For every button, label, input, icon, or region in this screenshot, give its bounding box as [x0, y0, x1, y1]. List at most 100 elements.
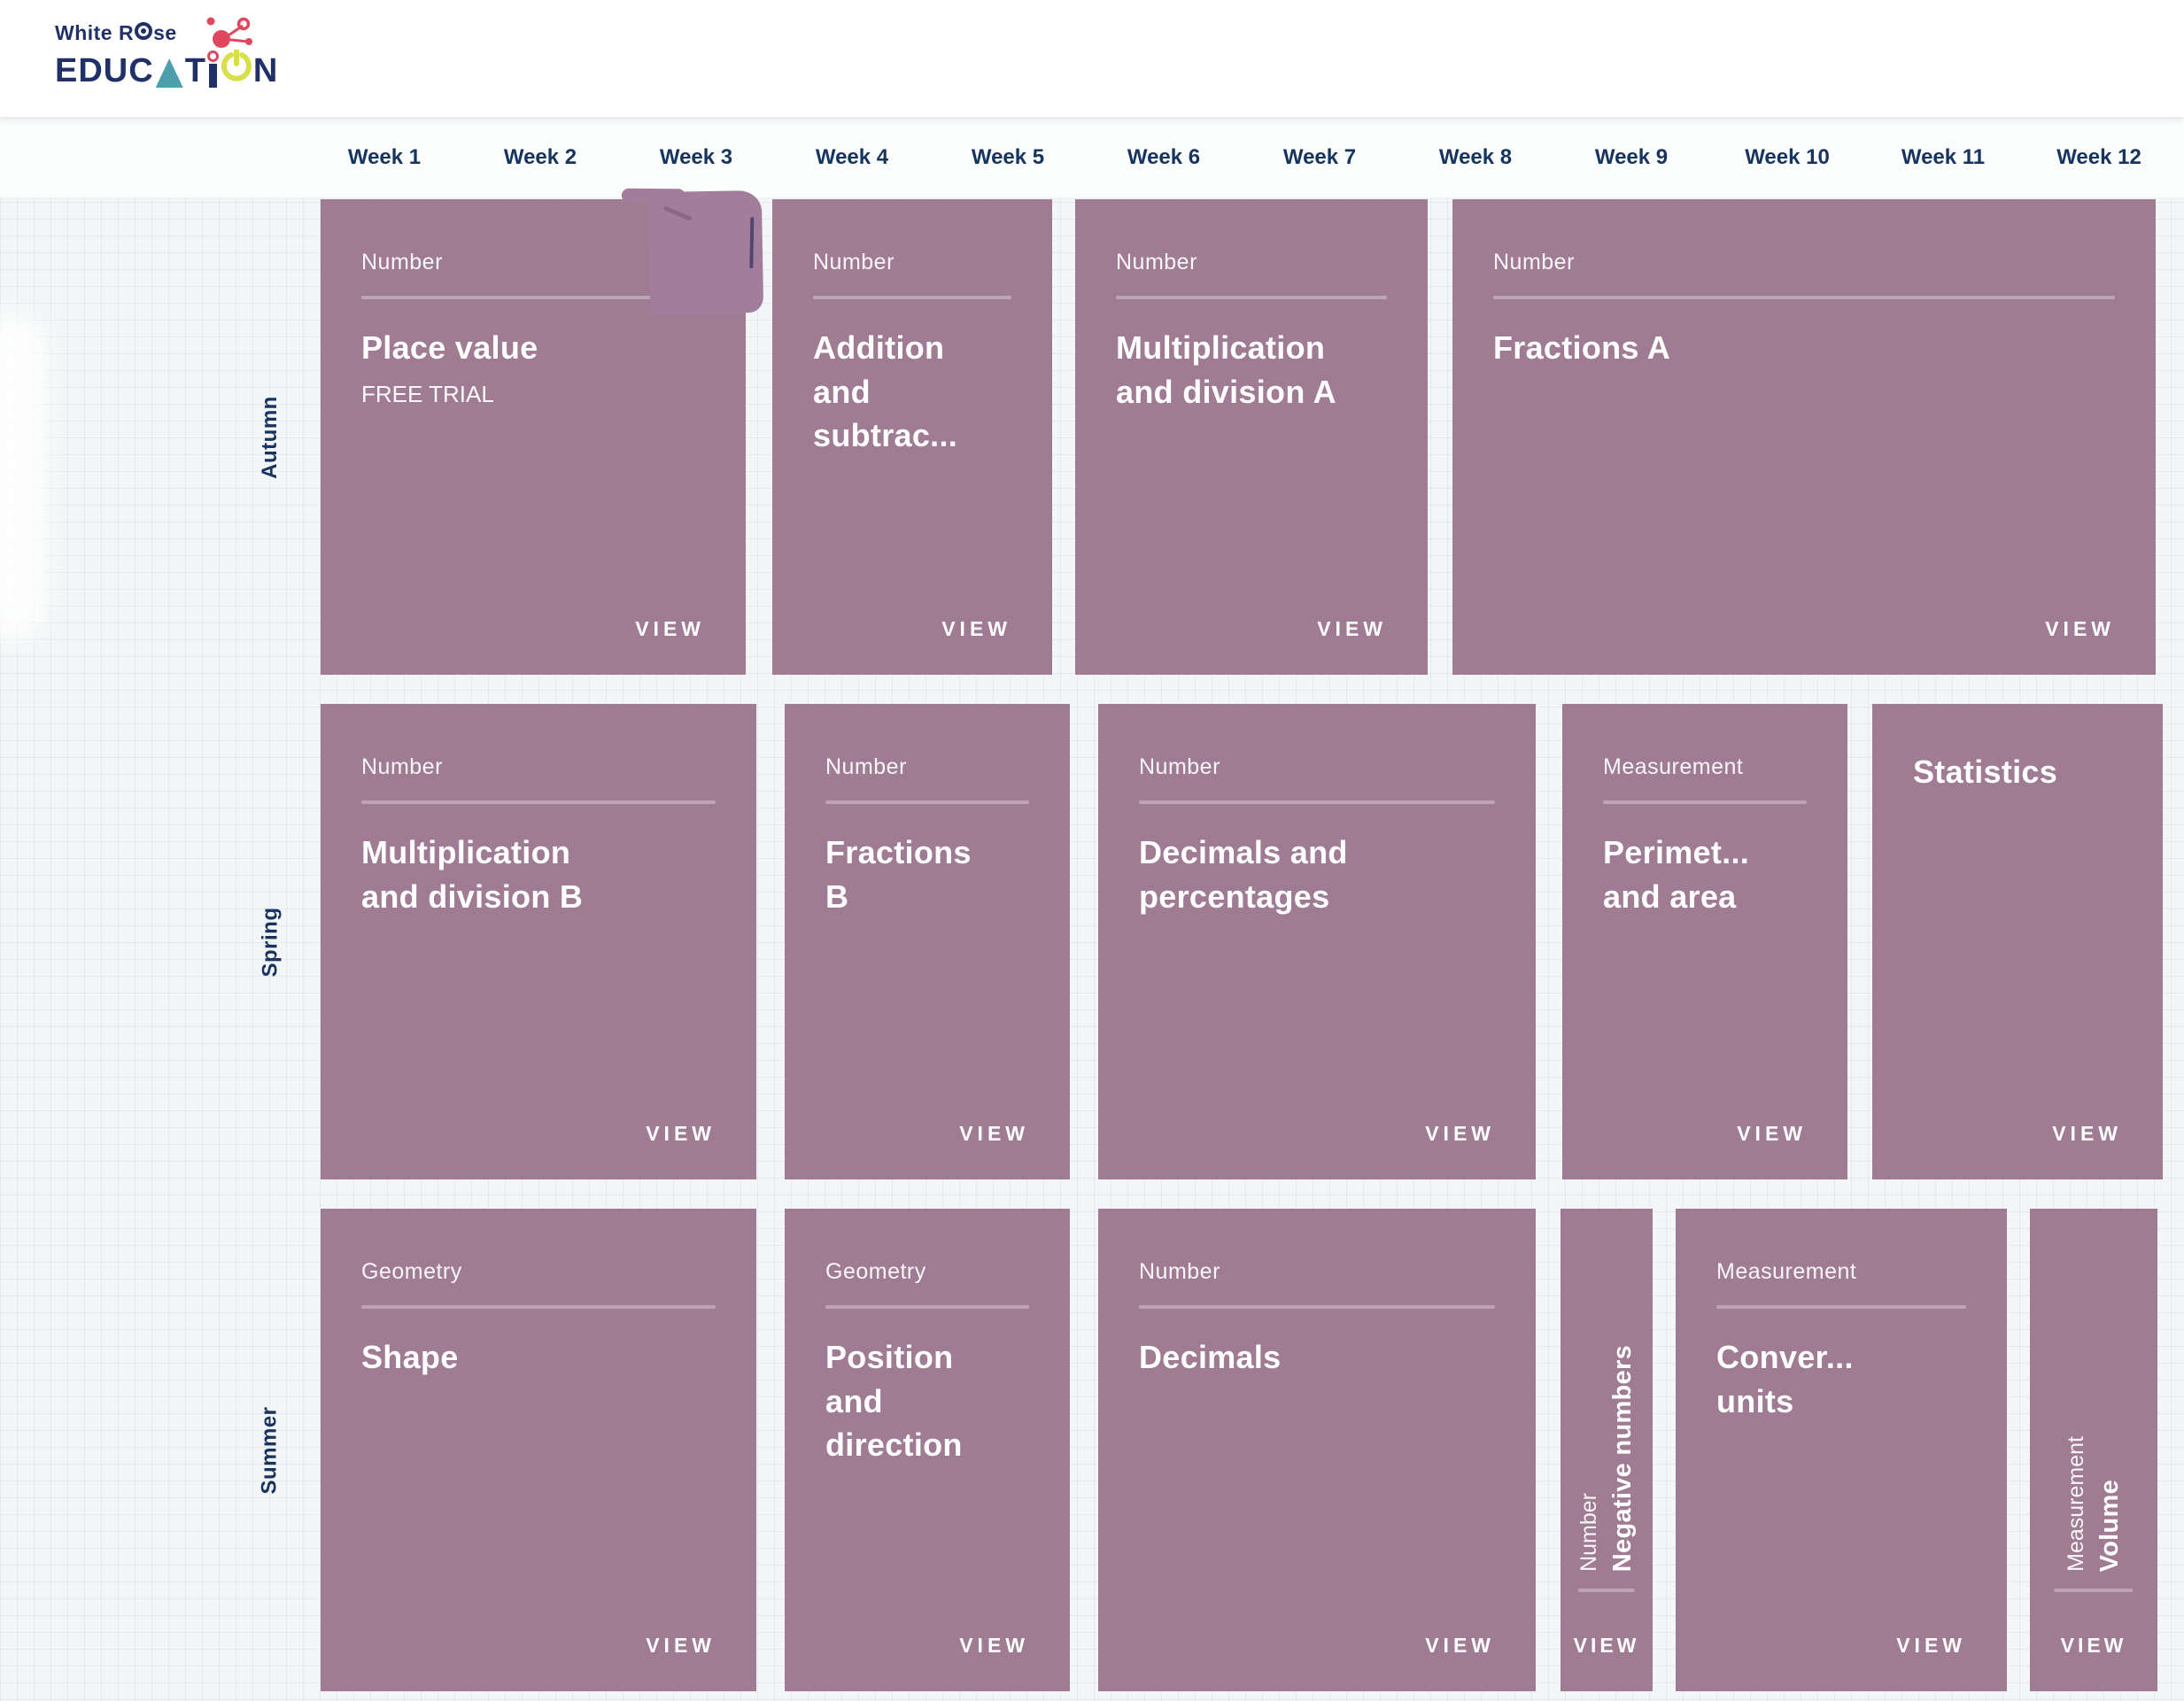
card-category: Number [361, 250, 443, 274]
view-button[interactable]: VIEW [1573, 1634, 1640, 1657]
card-title: Decimals and percentages [1139, 834, 1348, 915]
week-label-6: Week 6 [1127, 144, 1201, 169]
week-label-7: Week 7 [1282, 144, 1357, 169]
card-divider [2054, 1589, 2134, 1592]
card-title: Decimals [1139, 1339, 1282, 1375]
card-title: Fractions A [1493, 329, 1670, 366]
annotation-marker-scribble [647, 189, 764, 315]
card-category: Measurement [1716, 1259, 1857, 1284]
free-trial-label: FREE TRIAL [361, 380, 494, 407]
card-divider [1603, 800, 1807, 804]
card-divider [825, 1305, 1029, 1309]
card-statistics[interactable]: Statistics VIEW [1872, 704, 2163, 1179]
card-multiplication-and-division-b[interactable]: Number Multiplication and division B VIE… [321, 704, 756, 1179]
card-fractions-a[interactable]: Number Fractions A VIEW [1452, 199, 2156, 675]
card-category: Number [1493, 250, 1575, 274]
card-category: Number [1116, 250, 1197, 274]
rose-o-icon [135, 22, 153, 40]
annotation-streak [662, 205, 693, 221]
triangle-a-icon [155, 58, 183, 88]
card-category: Geometry [361, 1259, 462, 1284]
card-category: Geometry [825, 1259, 926, 1284]
card-title: Fractions B [825, 834, 972, 915]
card-title: Position and direction [825, 1339, 963, 1464]
term-label-summer: Summer [258, 1405, 283, 1495]
card-title: Conver... units [1716, 1339, 1854, 1419]
week-label-2: Week 2 [503, 144, 577, 169]
card-volume[interactable]: Measurement Volume VIEW [2030, 1209, 2157, 1691]
view-button[interactable]: VIEW [1317, 617, 1387, 640]
week-label-4: Week 4 [815, 144, 889, 169]
card-addition-and-subtraction[interactable]: Number Addition and subtrac... VIEW [772, 199, 1052, 675]
card-category: Measurement [1603, 754, 1744, 779]
card-divider [1139, 1305, 1495, 1309]
card-category: Number [1139, 754, 1220, 779]
card-divider [1577, 1589, 1636, 1592]
week-label-12: Week 12 [2056, 144, 2141, 169]
view-button[interactable]: VIEW [2052, 1122, 2122, 1145]
card-category: Number [1576, 1493, 1601, 1572]
view-button[interactable]: VIEW [959, 1634, 1029, 1657]
logo-brand-bottom: EDUC T N [55, 48, 278, 88]
card-category: Measurement [2063, 1436, 2088, 1572]
card-title: Multiplication and division B [361, 834, 584, 915]
card-divider [825, 800, 1029, 804]
card-perimeter-and-area[interactable]: Measurement Perimet... and area VIEW [1562, 704, 1847, 1179]
view-button[interactable]: VIEW [959, 1122, 1029, 1145]
card-title: Statistics [1913, 754, 2058, 790]
week-label-11: Week 11 [1901, 144, 1986, 169]
term-label-autumn: Autumn [258, 395, 282, 479]
view-button[interactable]: VIEW [646, 1122, 716, 1145]
view-button[interactable]: VIEW [941, 617, 1011, 640]
vertical-text-block: Measurement Volume [2030, 1315, 2157, 1572]
card-divider [361, 296, 705, 299]
week-label-3: Week 3 [659, 144, 733, 169]
week-label-8: Week 8 [1438, 144, 1513, 169]
card-title: Place value [361, 329, 538, 366]
view-button[interactable]: VIEW [1737, 1122, 1807, 1145]
card-fractions-b[interactable]: Number Fractions B VIEW [785, 704, 1070, 1179]
card-decimals-and-percentages[interactable]: Number Decimals and percentages VIEW [1098, 704, 1536, 1179]
molecule-icon [206, 17, 252, 48]
card-category: Number [813, 250, 895, 274]
term-label-spring: Spring [258, 907, 282, 977]
card-title: Volume [2095, 1479, 2124, 1572]
left-edge-glow [0, 312, 48, 641]
card-divider [1116, 296, 1387, 299]
card-decimals[interactable]: Number Decimals VIEW [1098, 1209, 1536, 1691]
view-button[interactable]: VIEW [1425, 1634, 1495, 1657]
view-button[interactable]: VIEW [646, 1634, 716, 1657]
card-divider [1139, 800, 1495, 804]
view-button[interactable]: VIEW [1896, 1634, 1966, 1657]
card-shape[interactable]: Geometry Shape VIEW [321, 1209, 756, 1691]
card-negative-numbers[interactable]: Number Negative numbers VIEW [1561, 1209, 1653, 1691]
card-category: Number [1139, 1259, 1220, 1284]
card-title: Shape [361, 1339, 459, 1375]
card-position-and-direction[interactable]: Geometry Position and direction VIEW [785, 1209, 1070, 1691]
view-button[interactable]: VIEW [635, 617, 705, 640]
card-divider [1716, 1305, 1966, 1309]
dotted-i-icon [206, 50, 219, 88]
week-label-1: Week 1 [347, 144, 422, 169]
annotation-pen-stroke [749, 217, 755, 269]
card-divider [1493, 296, 2115, 299]
card-title: Multiplication and division A [1116, 329, 1336, 410]
card-title: Addition and subtrac... [813, 329, 958, 454]
card-converting-units[interactable]: Measurement Conver... units VIEW [1676, 1209, 2007, 1691]
card-multiplication-and-division-a[interactable]: Number Multiplication and division A VIE… [1075, 199, 1428, 675]
card-title: Negative numbers [1607, 1344, 1637, 1572]
week-label-10: Week 10 [1745, 144, 1830, 169]
view-button[interactable]: VIEW [2060, 1634, 2127, 1657]
week-header-row: Week 1 Week 2 Week 3 Week 4 Week 5 Week … [0, 117, 2184, 198]
view-button[interactable]: VIEW [2045, 617, 2115, 640]
card-divider [813, 296, 1011, 299]
vertical-text-block: Number Negative numbers [1561, 1315, 1653, 1572]
week-label-5: Week 5 [971, 144, 1045, 169]
power-button-o-icon [221, 48, 252, 88]
view-button[interactable]: VIEW [1425, 1122, 1495, 1145]
card-divider [361, 1305, 716, 1309]
